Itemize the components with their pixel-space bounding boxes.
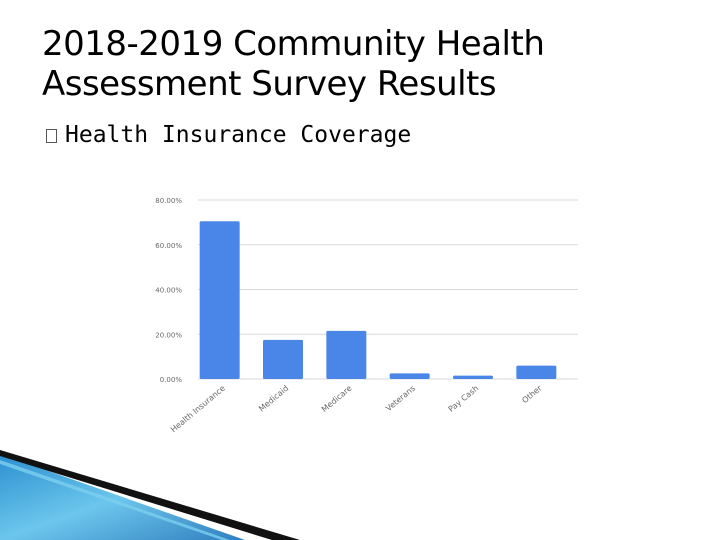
y-tick-label: 20.00%	[155, 331, 182, 339]
slide-title-line-2: Assessment Survey Results	[42, 64, 497, 104]
x-tick-label: Other	[520, 383, 544, 405]
blue-wedge	[0, 454, 245, 540]
y-tick-label: 0.00%	[160, 376, 183, 384]
light-stripe	[0, 460, 230, 540]
x-tick-label: Medicaid	[257, 384, 290, 414]
x-tick-label: Health Insurance	[169, 384, 227, 435]
y-tick-label: 60.00%	[155, 242, 182, 250]
bar	[326, 330, 367, 379]
dark-stripe	[0, 450, 300, 540]
x-tick-label: Pay Cash	[447, 384, 481, 414]
slide-decoration	[0, 450, 300, 540]
slide-title-line-1: 2018-2019 Community Health	[42, 24, 545, 64]
bullet-item: Health Insurance Coverage	[46, 122, 411, 148]
y-tick-label: 80.00%	[155, 197, 182, 205]
bar	[516, 365, 557, 379]
x-tick-label: Veterans	[384, 384, 417, 414]
bar	[453, 375, 493, 379]
x-tick-label: Medicare	[320, 384, 354, 414]
square-bullet-icon	[46, 129, 57, 143]
bar	[263, 339, 303, 379]
y-tick-label: 40.00%	[155, 287, 182, 295]
bar	[389, 373, 430, 379]
bar	[199, 221, 240, 379]
slide-title: 2018-2019 Community Health Assessment Su…	[42, 24, 682, 104]
bullet-text: Health Insurance Coverage	[65, 122, 412, 148]
